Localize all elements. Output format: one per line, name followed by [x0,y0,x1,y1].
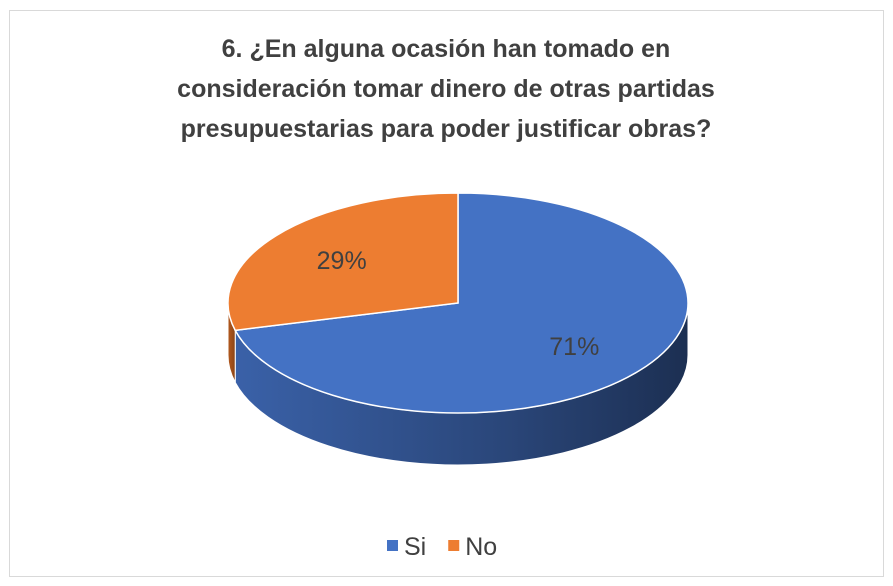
legend-label: No [465,533,497,561]
title-line: 6. ¿En alguna ocasión han tomado en [222,35,671,63]
title-line: consideración tomar dinero de otras part… [177,75,715,103]
legend-label: Si [404,533,426,561]
title-line: presupuestarias para poder justificar ob… [181,115,712,143]
legend-swatch [448,540,460,551]
chart-title: 6. ¿En alguna ocasión han tomado en cons… [177,35,715,143]
data-label: 71% [549,333,599,361]
pie-slice [234,192,689,414]
pie-slice [227,192,459,332]
legend-swatch [387,540,398,551]
data-label: 29% [317,247,367,275]
